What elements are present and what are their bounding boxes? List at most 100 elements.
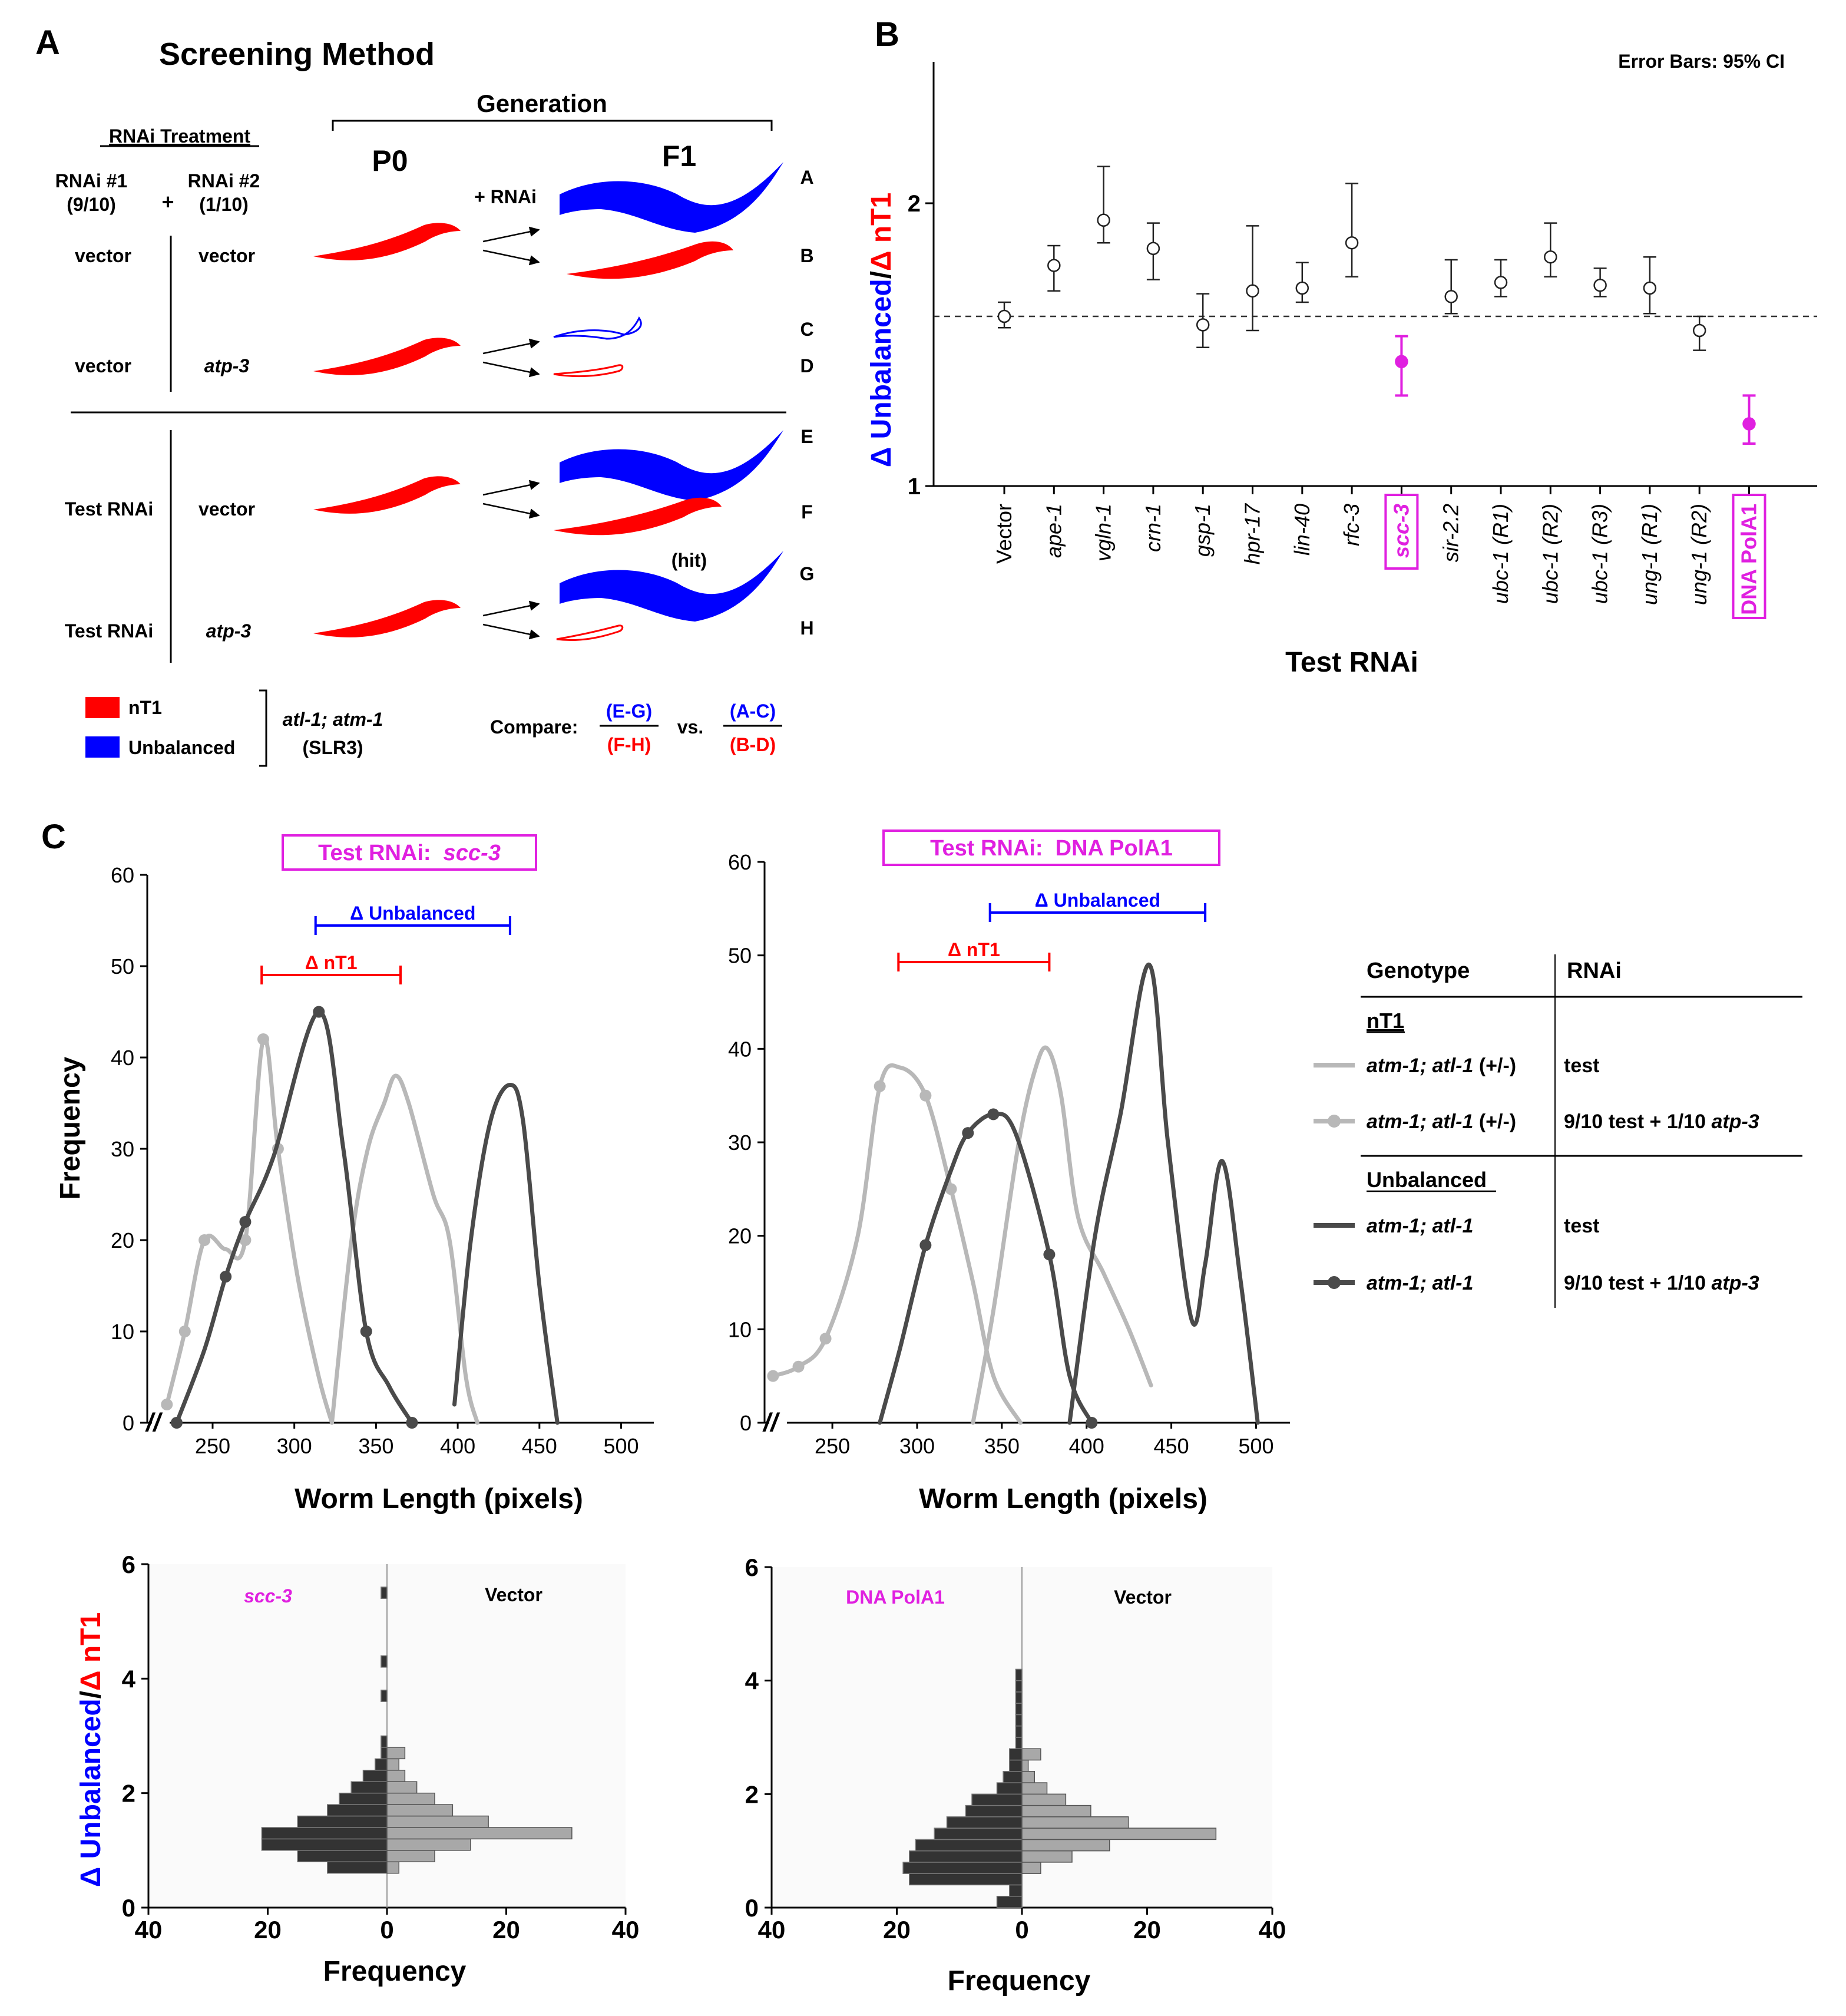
legend-col-rnai: RNAi [1567,959,1622,983]
legend-row4-rnai-text: 9/10 test + 1/10 [1564,1272,1711,1294]
x-tick-label: 350 [358,1434,393,1458]
row4-rnai2: atp-3 [206,620,252,642]
hist-bar-test [350,1781,388,1794]
data-point [1444,290,1458,303]
legend-row2-rnai-text: 9/10 test + 1/10 [1564,1111,1711,1133]
f1-worm-a-unbalanced [560,162,783,233]
y-tick-label: 2 [908,191,921,217]
series-marker [199,1234,211,1246]
outcome-letter-e: E [800,426,813,447]
rnai-treatment-label: RNAi Treatment [109,125,250,147]
data-point [1395,355,1408,369]
hist-bar-vector [1021,1748,1041,1761]
series-marker [360,1326,372,1337]
legend-nt1-header: nT1 [1367,1009,1404,1033]
hist-bar-test [996,1895,1023,1908]
series-marker [792,1360,805,1373]
x-tick-label: gsp-1 [1190,504,1215,557]
legend-row4-gene: atm-1; atl-1 [1367,1272,1473,1294]
panel-b-xlabel: Test RNAi [1285,647,1418,678]
hist-bar-test [965,1805,1023,1817]
series-line [1067,962,1260,1425]
data-point [997,309,1011,323]
series-marker [767,1370,779,1382]
x-tick-label: 250 [195,1434,230,1458]
y-tick-label: 0 [123,1411,134,1435]
x-tick-label: vgln-1 [1091,504,1116,561]
series-marker [919,1089,932,1102]
generation-label: Generation [477,90,607,117]
row1-rnai2: vector [199,245,255,266]
data-point [1593,278,1607,292]
rnai2-fraction: (1/10) [199,194,249,215]
legend-row2-genotype: atm-1; atl-1 (+/-) [1367,1111,1516,1133]
hist-bar-vector [386,1838,471,1851]
hist-bar-vector [1021,1782,1048,1795]
legend-row4-genotype: atm-1; atl-1 [1367,1272,1473,1294]
series-marker [1043,1248,1056,1261]
data-point [1544,250,1557,264]
series-marker [239,1234,252,1246]
row2-rnai1: vector [75,355,131,376]
y-tick-label: 20 [111,1228,134,1252]
x-tick-label: ubc-1 (R1) [1488,504,1513,604]
legend-strain-line2: (SLR3) [302,737,363,758]
hist-right-xlabel: Frequency [948,1965,1091,1997]
data-point [1643,281,1657,295]
hist-bar-test [1015,1737,1023,1750]
x-tick-label: 400 [1069,1434,1104,1458]
legend-row1-suffix: (+/-) [1473,1055,1516,1077]
hist-bar-test [1009,1884,1023,1897]
series-marker [1086,1417,1098,1429]
row1-rnai1: vector [75,245,131,266]
f1-label: F1 [662,140,696,173]
hist-bar-test [297,1850,388,1863]
series-marker [819,1333,832,1345]
x-tick-label: ubc-1 (R2) [1538,504,1562,604]
outcome-letter-c: C [800,319,813,340]
delta-unbalanced-label: Δ Unbalanced [1035,890,1160,911]
y-tick-label: 1 [908,474,921,500]
series-marker [874,1080,886,1092]
axis-break-mark: // [762,1408,780,1437]
hist-bar-vector [386,1781,418,1794]
y-tick-label: 10 [728,1317,752,1341]
series-marker [987,1108,1000,1121]
panel-b-ylabel-nt1: Δ nT1 [866,193,897,271]
series-line [971,1045,1153,1425]
hist-bar-test [381,1655,388,1668]
hist-bar-test [1009,1759,1023,1772]
generation-bracket [332,120,773,131]
data-point [1246,284,1259,298]
y-tick-label: 0 [740,1411,752,1435]
x-tick-label: 20 [492,1916,520,1944]
series-marker [962,1127,974,1139]
hist-bar-test [1015,1714,1023,1727]
panel-b-letter: B [875,15,899,54]
title-box-left [282,834,537,871]
legend-label-nt1: nT1 [128,697,162,718]
axis-break-mask [769,1410,787,1436]
y-tick-label: 10 [111,1320,134,1344]
legend-sample-nt1-atp3-marker [1328,1115,1341,1128]
delta-nt1-label: Δ nT1 [305,952,358,973]
hist-bar-test [1015,1668,1023,1681]
hit-label: (hit) [671,550,707,571]
series-line [452,1082,560,1425]
title-box-right [882,829,1220,866]
hist-bar-test [934,1827,1023,1840]
series-marker [161,1399,173,1410]
hist-bar-test [1015,1703,1023,1716]
panel-c-left-histogram: 0 2 4 6 40 20 0 20 40 [122,1551,640,1944]
hist-right-vector-label: Vector [1114,1587,1172,1608]
x-tick-label: rfc-3 [1339,504,1364,546]
x-tick-label: 400 [440,1434,475,1458]
legend-sample-unb-atp3-marker [1328,1276,1341,1289]
arrow [482,623,540,640]
panel-a: A Screening Method Generation P0 F1 RNAi… [35,24,814,767]
series-marker [239,1216,252,1228]
y-tick-label: 6 [122,1551,135,1578]
title-right: Test RNAi: DNA PolA1 [930,836,1173,861]
rnai1-fraction: (9/10) [67,194,116,215]
delta-unbalanced-label: Δ Unbalanced [350,903,475,924]
